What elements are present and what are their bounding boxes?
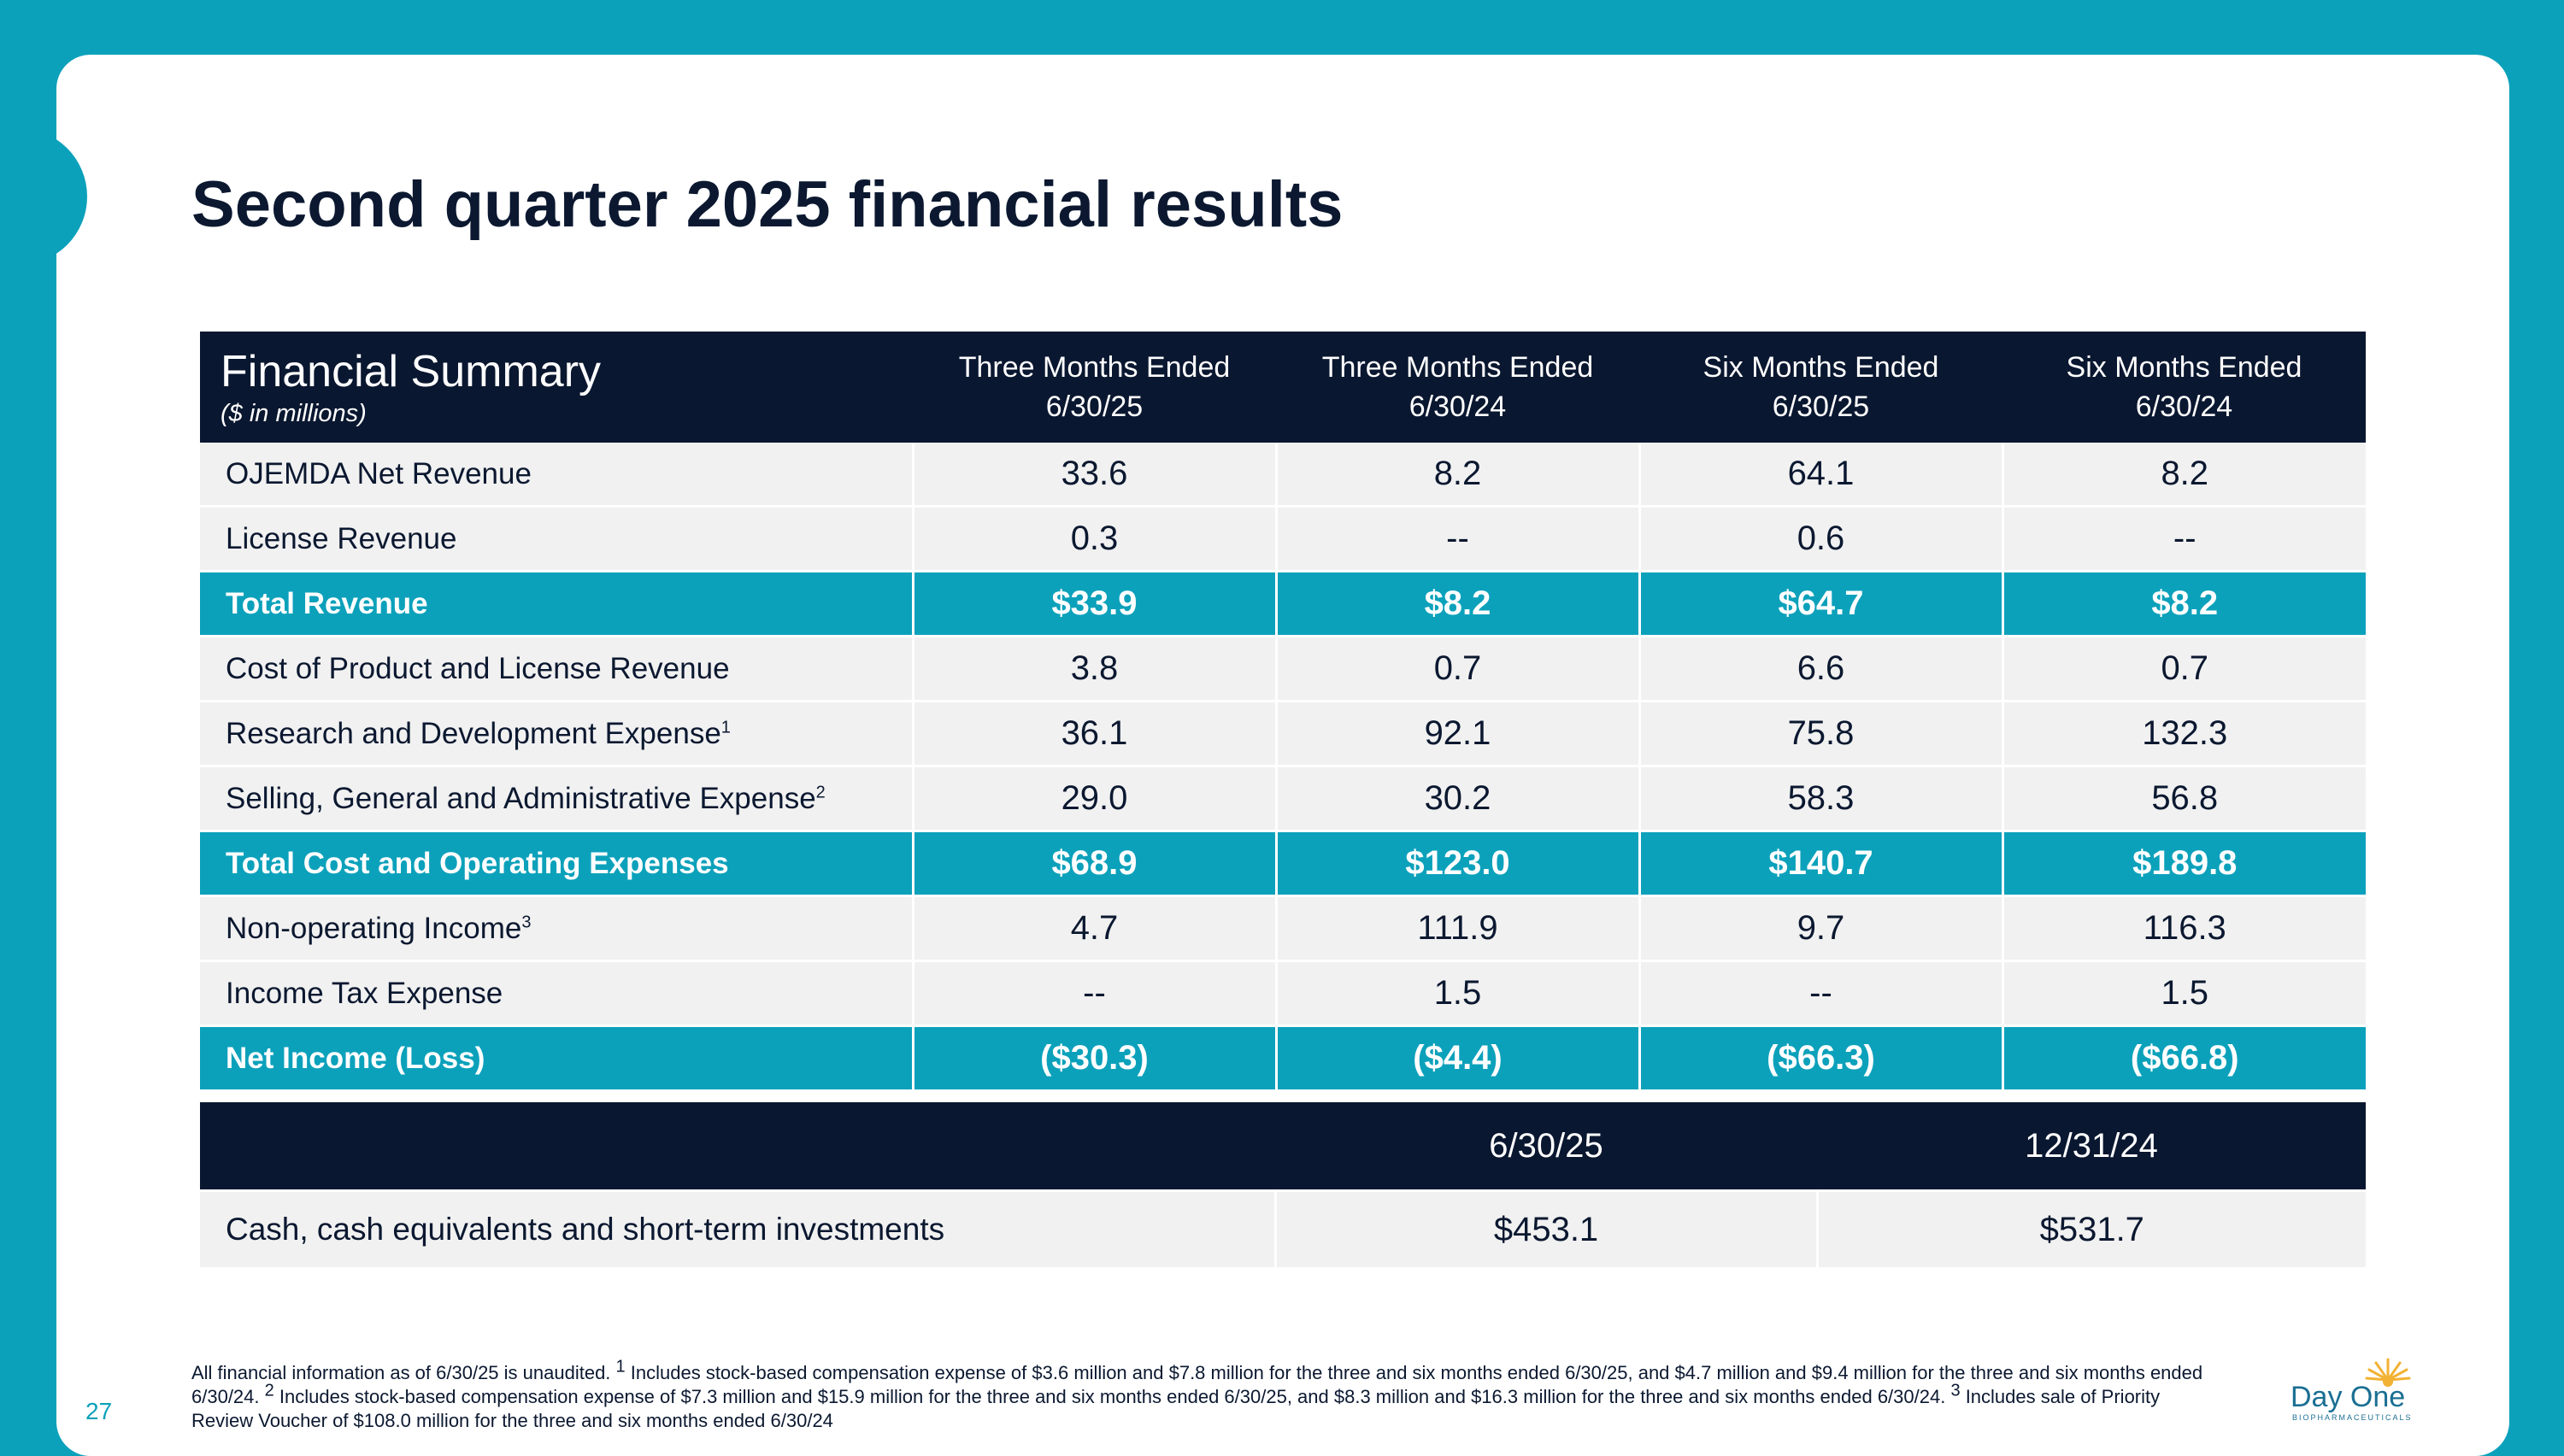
cell-value: -- — [911, 960, 1276, 1027]
cell-value: -- — [1638, 960, 2002, 1027]
row-label: Net Income (Loss) — [200, 1025, 913, 1092]
cell-value: 75.8 — [1638, 701, 2002, 767]
cell-value: -- — [2001, 506, 2366, 572]
cell-value: $123.0 — [1274, 831, 1639, 897]
cell-value: 3.8 — [911, 636, 1276, 702]
cell-value: $68.9 — [911, 831, 1276, 897]
column-header-6-30-25: 6/30/25 — [1275, 1102, 1817, 1191]
row-label: Research and Development Expense1 — [200, 701, 913, 767]
table-subtitle: ($ in millions) — [221, 400, 367, 427]
cell-value: $33.9 — [911, 571, 1276, 637]
table-header: Financial Summary ($ in millions) Three … — [200, 332, 2366, 443]
page-title: Second quarter 2025 financial results — [191, 168, 1344, 241]
table-row: License Revenue 0.3 -- 0.6 -- — [200, 506, 2366, 572]
cell-value: 64.1 — [1638, 443, 2002, 508]
cell-value: -- — [1274, 506, 1639, 572]
cell-value: 8.2 — [2001, 443, 2366, 508]
cell-value: $64.7 — [1638, 571, 2002, 637]
cell-value: $8.2 — [1274, 571, 1639, 637]
table-row: Non-operating Income3 4.7 111.9 9.7 116.… — [200, 895, 2366, 962]
cell-value: 0.3 — [911, 506, 1276, 572]
cash-table: 6/30/25 12/31/24 Cash, cash equivalents … — [200, 1102, 2366, 1267]
cell-value: $140.7 — [1638, 831, 2002, 897]
cell-value: 132.3 — [2001, 701, 2366, 767]
table-row: Cash, cash equivalents and short-term in… — [200, 1189, 2366, 1267]
row-label: Cash, cash equivalents and short-term in… — [200, 1189, 1275, 1267]
cell-value: 0.6 — [1638, 506, 2002, 572]
row-label: License Revenue — [200, 506, 913, 572]
sun-logo-icon — [2365, 1358, 2411, 1387]
cell-value: ($4.4) — [1274, 1025, 1639, 1092]
cell-value: 33.6 — [911, 443, 1276, 508]
cell-value: 1.5 — [2001, 960, 2366, 1027]
column-header-h1-2024: Six Months Ended 6/30/24 — [2066, 351, 2302, 423]
table-row-total: Net Income (Loss) ($30.3) ($4.4) ($66.3)… — [200, 1025, 2366, 1092]
cell-value: 58.3 — [1638, 766, 2002, 832]
cell-value: 29.0 — [911, 766, 1276, 832]
row-label: Income Tax Expense — [200, 960, 913, 1027]
table-title: Financial Summary — [221, 347, 602, 396]
row-label: Total Cost and Operating Expenses — [200, 831, 913, 897]
row-label: OJEMDA Net Revenue — [200, 443, 913, 508]
cell-value: 92.1 — [1274, 701, 1639, 767]
table-row: Selling, General and Administrative Expe… — [200, 766, 2366, 832]
cash-table-header: 6/30/25 12/31/24 — [200, 1102, 2366, 1191]
cell-value: 9.7 — [1638, 895, 2002, 962]
cell-value: 56.8 — [2001, 766, 2366, 832]
table-row-total: Total Cost and Operating Expenses $68.9 … — [200, 831, 2366, 897]
cell-value: 0.7 — [1274, 636, 1639, 702]
row-label: Non-operating Income3 — [200, 895, 913, 962]
cell-value: $453.1 — [1273, 1189, 1817, 1267]
column-header-h1-2025: Six Months Ended 6/30/25 — [1702, 351, 1939, 423]
column-header-q2-2024: Three Months Ended 6/30/24 — [1321, 351, 1594, 423]
table-row: Cost of Product and License Revenue 3.8 … — [200, 636, 2366, 702]
column-header-12-31-24: 12/31/24 — [1817, 1102, 2366, 1191]
cell-value: ($30.3) — [911, 1025, 1276, 1092]
row-label: Selling, General and Administrative Expe… — [200, 766, 913, 832]
logo-wordmark: Day One — [2291, 1381, 2406, 1413]
cell-value: 30.2 — [1274, 766, 1639, 832]
cell-value: $531.7 — [1815, 1189, 2366, 1267]
cell-value: 116.3 — [2001, 895, 2366, 962]
cell-value: 36.1 — [911, 701, 1276, 767]
footnote: All financial information as of 6/30/25 … — [191, 1357, 2203, 1431]
cell-value: ($66.3) — [1638, 1025, 2002, 1092]
row-label: Cost of Product and License Revenue — [200, 636, 913, 702]
cell-value: 1.5 — [1274, 960, 1639, 1027]
cell-value: 8.2 — [1274, 443, 1639, 508]
row-label: Total Revenue — [200, 571, 913, 637]
column-header-q2-2025: Three Months Ended 6/30/25 — [958, 351, 1231, 423]
cell-value: 0.7 — [2001, 636, 2366, 702]
table-row: OJEMDA Net Revenue 33.6 8.2 64.1 8.2 — [200, 443, 2366, 508]
header-title-cell: Financial Summary ($ in millions) — [200, 332, 913, 443]
cell-value: $8.2 — [2001, 571, 2366, 637]
cash-header-blank — [200, 1102, 1275, 1191]
financial-summary-table: Financial Summary ($ in millions) Three … — [200, 332, 2366, 1092]
table-row-total: Total Revenue $33.9 $8.2 $64.7 $8.2 — [200, 571, 2366, 637]
page-number: 27 — [85, 1398, 113, 1424]
logo-tagline: BIOPHARMACEUTICALS — [2292, 1413, 2413, 1422]
cell-value: $189.8 — [2001, 831, 2366, 897]
cell-value: 4.7 — [911, 895, 1276, 962]
table-row: Income Tax Expense -- 1.5 -- 1.5 — [200, 960, 2366, 1027]
table-row: Research and Development Expense1 36.1 9… — [200, 701, 2366, 767]
cell-value: 111.9 — [1274, 895, 1639, 962]
cell-value: ($66.8) — [2001, 1025, 2366, 1092]
cell-value: 6.6 — [1638, 636, 2002, 702]
